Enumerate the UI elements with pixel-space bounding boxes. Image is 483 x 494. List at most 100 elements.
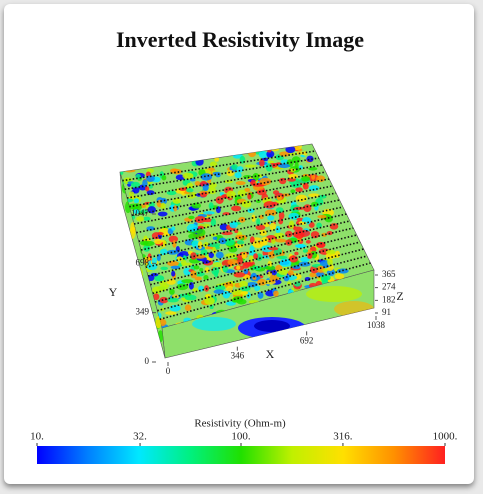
texture-blob: [208, 202, 214, 210]
texture-blob: [310, 231, 320, 239]
texture-blob: [243, 261, 254, 267]
texture-blob: [287, 270, 294, 276]
z-tick-label: 182: [382, 294, 396, 304]
texture-blob: [165, 311, 177, 315]
x-axis-label: X: [266, 347, 275, 361]
texture-blob: [247, 193, 252, 200]
texture-blob: [273, 290, 279, 297]
texture-blob: [322, 268, 329, 272]
texture-blob: [120, 226, 127, 239]
texture-blob: [250, 179, 256, 186]
texture-blob: [167, 260, 179, 267]
texture-blob: [184, 262, 193, 266]
y-tick-label: 0: [145, 356, 150, 366]
texture-blob: [214, 156, 220, 162]
z-tick-label: 91: [382, 307, 391, 317]
texture-blob: [291, 156, 301, 164]
texture-blob: [169, 304, 181, 312]
texture-blob: [222, 212, 231, 216]
texture-blob: [275, 238, 287, 243]
texture-blob: [334, 273, 345, 280]
texture-blob: [214, 270, 219, 278]
x-tick-label: 1038: [367, 320, 386, 330]
texture-blob: [202, 184, 209, 191]
texture-blob: [130, 181, 141, 188]
texture-blob: [252, 276, 257, 280]
texture-blob: [168, 235, 179, 243]
texture-blob: [159, 248, 168, 256]
texture-blob: [318, 194, 327, 199]
electrode-line: [126, 164, 323, 199]
texture-blob: [136, 216, 145, 222]
electrode-line: [154, 248, 364, 303]
texture-blob: [264, 266, 272, 270]
electrode-line: [152, 241, 361, 295]
texture-blob: [200, 173, 213, 181]
texture-blob: [209, 161, 218, 167]
texture-blob: [194, 215, 206, 224]
electrode-line: [147, 227, 354, 277]
texture-blob: [120, 170, 124, 175]
texture-blob: [219, 223, 229, 231]
texture-blob: [166, 249, 179, 255]
texture-blob: [308, 221, 315, 228]
texture-blob: [269, 222, 276, 231]
texture-blob: [267, 260, 273, 268]
texture-blob: [258, 150, 268, 159]
texture-blob: [285, 230, 293, 238]
texture-blob: [317, 215, 327, 219]
texture-blob: [146, 175, 155, 182]
texture-blob: [236, 257, 244, 265]
chart: Inverted Resistivity Image Y X Z Resisti…: [30, 27, 458, 464]
texture-blob: [181, 279, 194, 284]
electrode-line: [136, 192, 337, 234]
texture-blob: [215, 196, 224, 204]
texture-blob: [288, 220, 295, 229]
texture-blob: [182, 172, 194, 180]
texture-blob: [267, 148, 272, 153]
texture-blob: [222, 290, 231, 299]
panel: Inverted Resistivity Image Y X Z Resisti…: [4, 4, 474, 484]
electrode-line: [140, 206, 344, 251]
texture-blob: [235, 181, 246, 186]
texture-blob: [164, 284, 170, 288]
texture-blob: [171, 226, 176, 231]
texture-blob: [166, 190, 177, 196]
electrode-line: [122, 150, 316, 182]
texture-blob: [212, 236, 218, 240]
texture-blob: [195, 158, 204, 166]
texture-blob: [203, 274, 209, 281]
texture-blob: [254, 320, 290, 332]
texture-blob: [288, 173, 299, 179]
texture-blob: [233, 271, 245, 278]
texture-blob: [160, 197, 168, 205]
texture-blob: [278, 211, 285, 220]
texture-blob: [261, 245, 273, 253]
texture-blob: [303, 204, 312, 212]
texture-blob: [172, 198, 181, 204]
electrode-lines: [122, 150, 371, 321]
texture-blob: [327, 258, 333, 266]
texture-blob: [256, 189, 267, 196]
texture-blob: [308, 193, 320, 198]
texture-blob: [237, 189, 247, 197]
texture-blob: [154, 238, 163, 245]
colorbar-tick-label: 32.: [133, 431, 147, 443]
texture-blob: [228, 246, 238, 253]
texture-blob: [292, 265, 301, 270]
texture-blob: [231, 164, 238, 170]
texture-blob: [151, 257, 157, 266]
texture-blob: [231, 205, 242, 212]
texture-blob: [309, 272, 317, 278]
z-tick-label: 365: [382, 269, 396, 279]
texture-blob: [208, 187, 217, 195]
colorbar-tick-label: 316.: [333, 431, 353, 443]
texture-blob: [226, 190, 236, 199]
texture-blob: [212, 246, 217, 254]
texture-blob: [311, 174, 316, 180]
texture-blob: [197, 225, 205, 230]
texture-blob: [288, 212, 300, 220]
texture-blob: [132, 186, 140, 194]
y-tick-label: 698: [136, 257, 150, 267]
texture-blob: [160, 202, 166, 210]
